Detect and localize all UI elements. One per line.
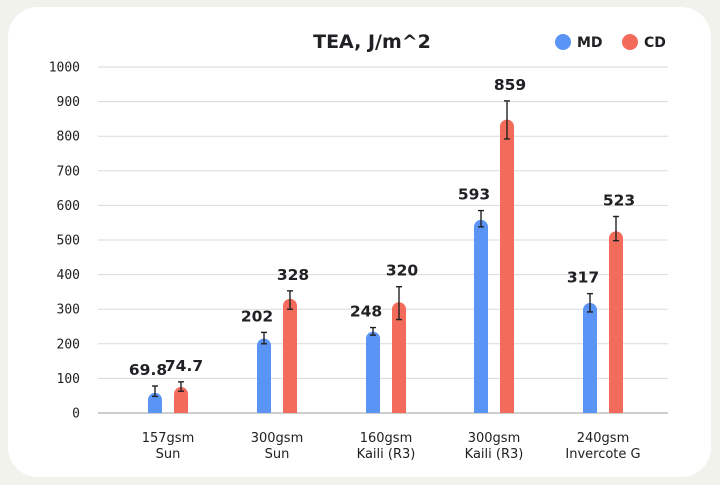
- data-label-md: 69.8: [129, 361, 167, 379]
- bar-md: [148, 392, 162, 413]
- data-label-cd: 328: [277, 266, 309, 284]
- data-label-md: 593: [458, 186, 490, 204]
- y-tick-label: 400: [57, 268, 80, 283]
- bars: [148, 100, 624, 413]
- x-tick-label: 157gsm Sun: [142, 431, 195, 462]
- bar-cd: [609, 231, 624, 413]
- y-tick-label: 800: [57, 130, 80, 145]
- legend-swatch-cd: [622, 34, 638, 50]
- data-label-md: 317: [567, 269, 599, 287]
- data-label-cd: 523: [603, 191, 635, 209]
- bar-cd: [392, 302, 406, 413]
- y-axis-ticks: 0 100 200 300 400 500 600 700 800 900 1000: [49, 61, 80, 422]
- y-tick-label: 300: [57, 303, 80, 318]
- x-tick-label: 240gsm Invercote G: [565, 431, 640, 462]
- data-label-md: 248: [350, 303, 382, 321]
- y-tick-label: 600: [57, 199, 80, 214]
- data-label-cd: 859: [494, 76, 526, 94]
- data-label-md: 202: [241, 307, 273, 325]
- legend-label-cd: CD: [644, 35, 666, 51]
- data-labels: 69.8 202 248 593 317 74.7 328 320 859 523: [129, 76, 635, 379]
- y-tick-label: 200: [57, 337, 80, 352]
- bar-cd: [500, 119, 514, 413]
- x-tick-label: 300gsm Kaili (R3): [465, 431, 524, 462]
- y-tick-label: 900: [57, 95, 80, 110]
- y-tick-label: 0: [72, 407, 80, 422]
- legend-swatch-md: [555, 34, 571, 50]
- data-label-cd: 74.7: [165, 357, 203, 375]
- bar-md: [474, 219, 488, 413]
- y-tick-label: 700: [57, 164, 80, 179]
- bar-cd: [174, 387, 188, 413]
- y-tick-label: 500: [57, 234, 80, 249]
- gridlines: [98, 66, 668, 414]
- x-tick-label: 160gsm Kaili (R3): [357, 431, 416, 462]
- x-tick-label: 300gsm Sun: [251, 431, 304, 462]
- data-label-cd: 320: [386, 262, 419, 280]
- legend: MD CD: [555, 34, 666, 51]
- y-tick-label: 100: [57, 372, 80, 387]
- legend-label-md: MD: [577, 35, 603, 51]
- x-axis-ticks: 157gsm Sun 300gsm Sun 160gsm Kaili (R3) 300gsm…: [142, 431, 641, 462]
- bar-md: [583, 302, 597, 413]
- bar-md: [366, 331, 380, 413]
- y-tick-label: 1000: [49, 61, 80, 76]
- bar-md: [257, 338, 271, 413]
- bar-cd: [283, 298, 297, 413]
- chart-title: TEA, J/m^2: [313, 31, 431, 53]
